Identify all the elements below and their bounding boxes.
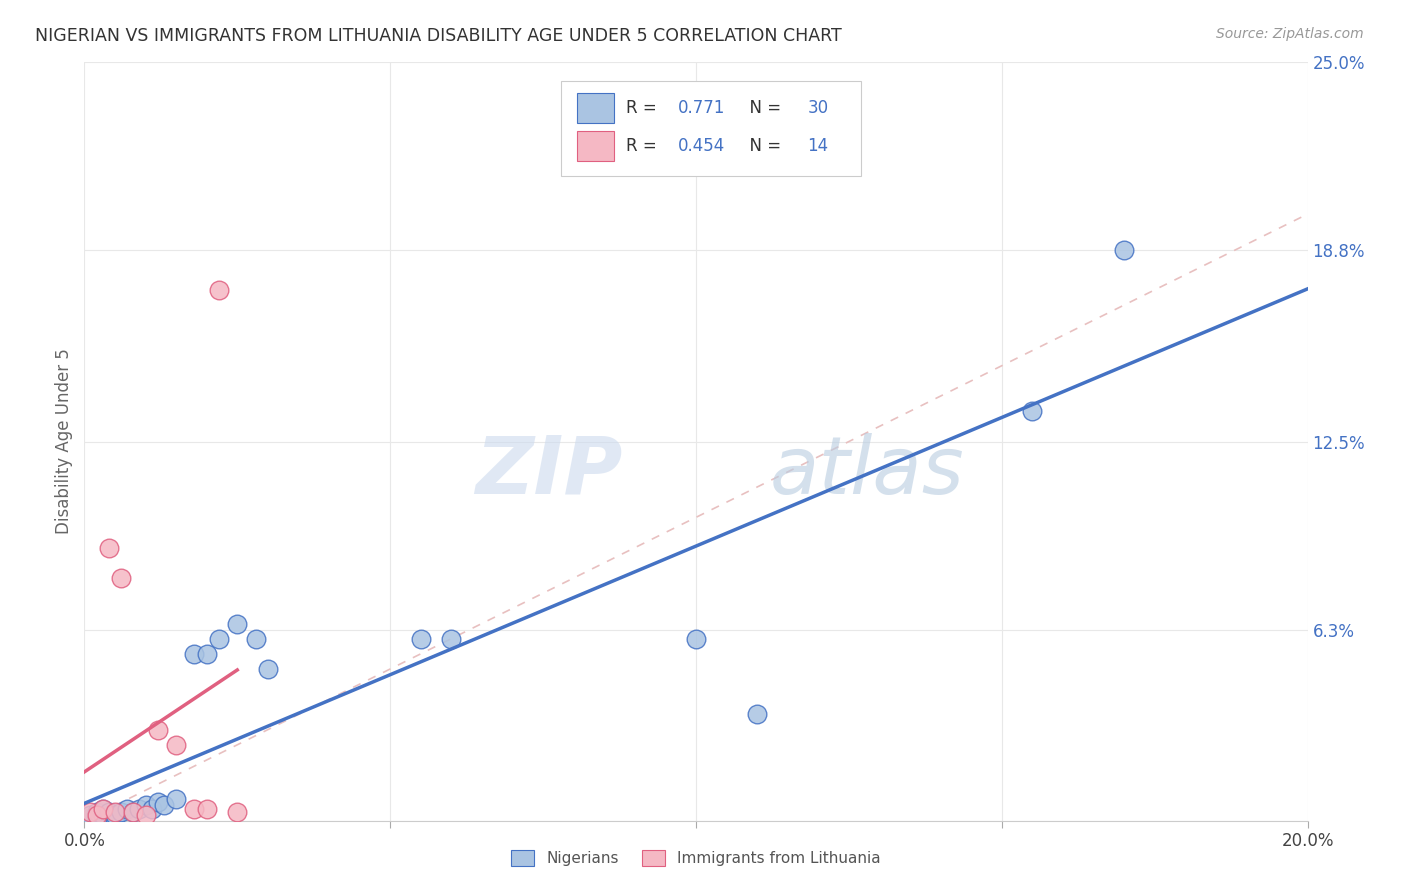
Point bbox=[104, 811, 127, 825]
Point bbox=[245, 632, 267, 646]
Point bbox=[79, 811, 101, 825]
Point bbox=[747, 707, 769, 722]
Point bbox=[79, 807, 101, 822]
Text: ZIP: ZIP bbox=[475, 433, 623, 511]
Point bbox=[440, 632, 463, 646]
Point bbox=[685, 632, 707, 646]
Text: atlas: atlas bbox=[769, 433, 965, 511]
Point bbox=[257, 662, 280, 676]
Point bbox=[1021, 404, 1043, 418]
Point bbox=[91, 807, 114, 822]
Text: N =: N = bbox=[738, 136, 786, 155]
Point bbox=[86, 805, 108, 819]
Point bbox=[146, 796, 169, 810]
Point bbox=[79, 805, 101, 819]
FancyBboxPatch shape bbox=[578, 130, 614, 161]
Point bbox=[91, 801, 114, 815]
Text: Source: ZipAtlas.com: Source: ZipAtlas.com bbox=[1216, 27, 1364, 41]
Point bbox=[135, 798, 157, 813]
Point bbox=[115, 801, 138, 815]
Text: R =: R = bbox=[626, 136, 662, 155]
Point bbox=[122, 805, 145, 819]
Point bbox=[104, 807, 127, 822]
Text: 0.454: 0.454 bbox=[678, 136, 725, 155]
Point bbox=[110, 805, 132, 819]
Point bbox=[1114, 244, 1136, 258]
Point bbox=[122, 805, 145, 819]
Point bbox=[97, 541, 120, 555]
Point bbox=[226, 805, 249, 819]
Text: 0.771: 0.771 bbox=[678, 99, 725, 117]
Point bbox=[208, 283, 231, 297]
Point bbox=[128, 801, 150, 815]
Point bbox=[165, 792, 187, 806]
Point bbox=[146, 723, 169, 737]
Point bbox=[195, 647, 218, 661]
Point bbox=[153, 798, 176, 813]
Point bbox=[141, 801, 163, 815]
Text: 30: 30 bbox=[807, 99, 828, 117]
Point bbox=[183, 801, 205, 815]
Text: NIGERIAN VS IMMIGRANTS FROM LITHUANIA DISABILITY AGE UNDER 5 CORRELATION CHART: NIGERIAN VS IMMIGRANTS FROM LITHUANIA DI… bbox=[35, 27, 842, 45]
Point bbox=[110, 571, 132, 585]
Point bbox=[183, 647, 205, 661]
Point bbox=[208, 632, 231, 646]
FancyBboxPatch shape bbox=[578, 93, 614, 123]
FancyBboxPatch shape bbox=[561, 81, 860, 177]
Point bbox=[104, 805, 127, 819]
Text: N =: N = bbox=[738, 99, 786, 117]
Legend: Nigerians, Immigrants from Lithuania: Nigerians, Immigrants from Lithuania bbox=[503, 842, 889, 873]
Point bbox=[165, 738, 187, 752]
Y-axis label: Disability Age Under 5: Disability Age Under 5 bbox=[55, 349, 73, 534]
Point bbox=[97, 805, 120, 819]
Text: R =: R = bbox=[626, 99, 662, 117]
Text: 14: 14 bbox=[807, 136, 828, 155]
Point bbox=[86, 811, 108, 825]
Point bbox=[409, 632, 432, 646]
Point bbox=[135, 807, 157, 822]
Point bbox=[91, 801, 114, 815]
Point bbox=[226, 616, 249, 631]
Point bbox=[195, 801, 218, 815]
Point bbox=[86, 807, 108, 822]
